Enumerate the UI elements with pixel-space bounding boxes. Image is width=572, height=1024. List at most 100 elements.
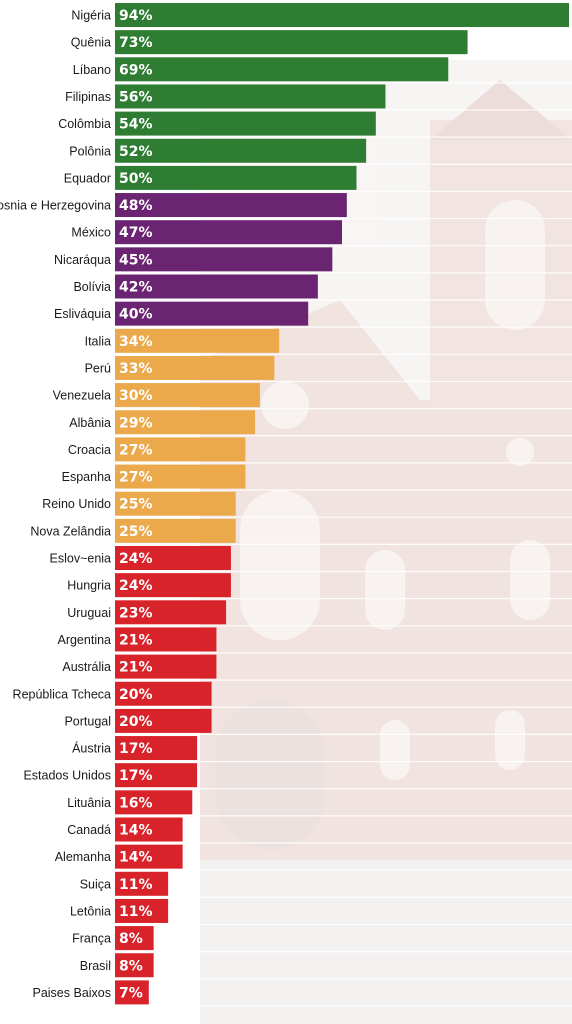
category-label: Argentina — [57, 633, 111, 647]
category-label: Eslov~enia — [50, 552, 112, 566]
category-label: Bolívia — [73, 280, 111, 294]
bar — [115, 708, 212, 733]
category-label: Nigéria — [71, 9, 111, 23]
bar — [115, 383, 260, 408]
value-label: 21% — [119, 632, 153, 648]
value-label: 25% — [119, 524, 153, 540]
category-label: Espanha — [62, 470, 111, 484]
category-label: Bosnia e Herzegovina — [0, 199, 111, 213]
value-label: 23% — [119, 605, 153, 621]
bar — [115, 573, 231, 598]
category-label: Suiça — [80, 877, 111, 891]
bar — [115, 871, 169, 896]
value-label: 27% — [119, 442, 153, 458]
category-label: Paises Baixos — [32, 986, 111, 1000]
value-label: 14% — [119, 823, 153, 839]
category-labels: Nigéria Quênia Líbano Filipinas Colômbia Polô… — [0, 9, 111, 1000]
bar — [115, 654, 217, 679]
category-label: Austrália — [62, 660, 111, 674]
bar — [115, 84, 386, 109]
value-label: 29% — [119, 415, 153, 431]
bar — [115, 763, 198, 788]
category-label: Letônia — [70, 904, 111, 918]
value-label: 33% — [119, 361, 153, 377]
value-label: 17% — [119, 768, 153, 784]
bar — [115, 980, 149, 1005]
category-label: França — [72, 932, 111, 946]
category-label: Perú — [85, 361, 111, 375]
value-label: 69% — [119, 62, 153, 78]
value-label: 52% — [119, 144, 153, 160]
bar — [115, 736, 198, 761]
bar — [115, 138, 367, 163]
bar — [115, 30, 468, 55]
category-label: Alemanha — [55, 850, 111, 864]
category-label: México — [71, 226, 111, 240]
bar — [115, 926, 154, 951]
category-label: Quênia — [71, 36, 111, 50]
category-label: Venezuela — [53, 389, 111, 403]
bar — [115, 790, 193, 815]
value-label: 30% — [119, 388, 153, 404]
bar — [115, 464, 246, 489]
bar — [115, 817, 183, 842]
value-label: 20% — [119, 714, 153, 730]
bar — [115, 844, 183, 869]
value-label: 21% — [119, 660, 153, 676]
bar — [115, 681, 212, 706]
value-label: 50% — [119, 171, 153, 187]
value-label: 27% — [119, 470, 153, 486]
category-label: Hungria — [67, 579, 111, 593]
value-label: 8% — [119, 931, 143, 947]
value-label: 42% — [119, 280, 153, 296]
value-label: 11% — [119, 904, 153, 920]
category-label: Esliváquia — [54, 307, 111, 321]
value-labels: 94% 73% 69% 56% 54% 52% 50% 48% 47% 45% 42% 40% 34% 3… — [119, 8, 153, 1001]
value-label: 24% — [119, 578, 153, 594]
category-label: Equador — [64, 171, 111, 185]
category-label: Estados Unidos — [23, 769, 111, 783]
bar — [115, 546, 231, 570]
value-label: 8% — [119, 958, 143, 974]
category-label: Croacia — [68, 443, 111, 457]
value-label: 7% — [119, 985, 143, 1001]
bar — [115, 111, 376, 136]
value-label: 20% — [119, 687, 153, 703]
category-label: Colômbia — [58, 117, 111, 131]
bar — [115, 274, 318, 299]
value-label: 73% — [119, 35, 153, 51]
bar — [115, 898, 169, 923]
bar — [115, 57, 449, 82]
category-label: Líbano — [73, 63, 111, 77]
bar — [115, 600, 227, 625]
bars — [115, 3, 569, 1005]
category-label: Filipinas — [65, 90, 111, 104]
category-label: Nova Zelândia — [30, 524, 111, 538]
bar — [115, 3, 569, 27]
bar — [115, 165, 357, 190]
category-label: Canadá — [67, 823, 111, 837]
value-label: 25% — [119, 497, 153, 513]
bar — [115, 220, 342, 245]
bar — [115, 437, 246, 462]
value-label: 94% — [119, 8, 153, 24]
category-label: Lituânia — [67, 796, 111, 810]
category-label: Italia — [85, 334, 111, 348]
value-label: 24% — [119, 551, 153, 567]
bar — [115, 410, 256, 435]
category-label: Áustria — [72, 741, 111, 756]
bar — [115, 627, 217, 652]
bar — [115, 247, 333, 272]
bar — [115, 491, 236, 516]
value-label: 14% — [119, 850, 153, 866]
bar — [115, 301, 309, 326]
value-label: 17% — [119, 741, 153, 757]
value-label: 56% — [119, 89, 153, 105]
value-label: 54% — [119, 117, 153, 133]
value-label: 40% — [119, 307, 153, 323]
category-label: Uruguai — [67, 606, 111, 620]
category-label: Polônia — [69, 144, 111, 158]
category-label: Brasil — [80, 959, 111, 973]
value-label: 11% — [119, 877, 153, 893]
